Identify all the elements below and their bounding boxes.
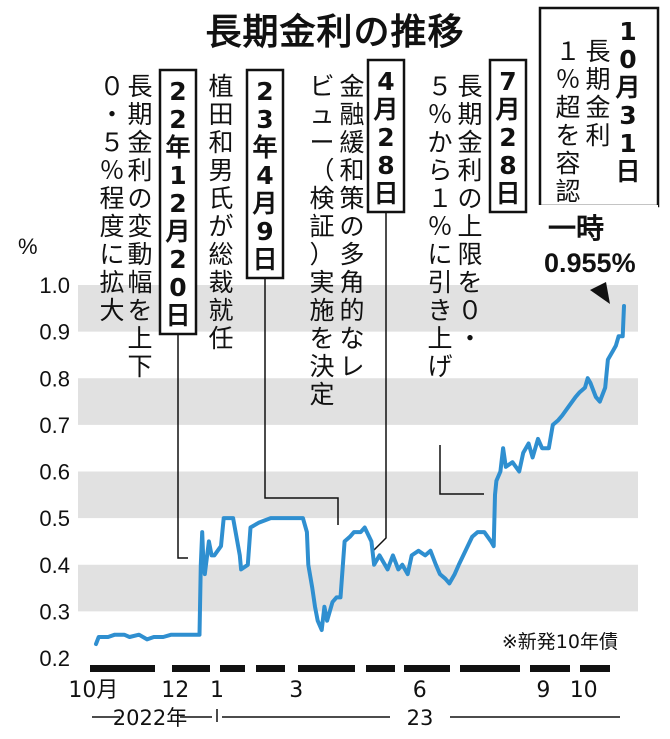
x-axis-segment xyxy=(366,665,395,672)
x-tick-label: 6 xyxy=(413,678,427,703)
annotation-text: 植田和男氏が総裁就任 xyxy=(208,72,233,353)
x-axis-segment xyxy=(530,665,570,672)
y-tick-labels: 0.2 0.3 0.4 0.5 0.6 0.7 0.8 0.9 1.0 xyxy=(39,273,70,671)
grid-band xyxy=(78,564,638,612)
source-note: ※新発10年債 xyxy=(502,631,618,653)
annotation-box xyxy=(538,6,660,208)
year-label-bg xyxy=(390,705,450,729)
leader-lines xyxy=(177,178,484,559)
x-tick-label: 12 xyxy=(161,678,189,703)
annotation-leader xyxy=(264,240,339,525)
x-tick-label: 9 xyxy=(536,678,550,703)
y-tick-label: 0.2 xyxy=(39,646,70,671)
annotation-box xyxy=(488,58,528,214)
grid-band xyxy=(78,471,638,519)
annotation-box xyxy=(158,68,198,336)
annotation-leader xyxy=(177,240,188,559)
y-tick-label: 0.4 xyxy=(39,553,70,578)
x-axis: 10月 12 1 3 6 9 10 2022年 23 xyxy=(68,665,620,730)
x-axis-segment xyxy=(172,665,210,672)
year-label-bg xyxy=(120,705,180,729)
x-axis-segment xyxy=(256,665,285,672)
annotation-text: 金融緩和策の多角的なレビュー（検証）実施を決定 xyxy=(309,72,364,409)
y-tick-label: 1.0 xyxy=(39,273,70,298)
x-tick-label: 10月 xyxy=(68,678,118,703)
annotation-leader xyxy=(371,178,387,553)
chart-title: 長期金利の推移 xyxy=(205,11,464,53)
peak-pointer xyxy=(590,282,610,304)
y-tick-label: 0.5 xyxy=(39,506,70,531)
y-tick-label: 0.3 xyxy=(39,599,70,624)
y-tick-label: 0.8 xyxy=(39,366,70,391)
peak-label-line2: 0.955% xyxy=(544,248,636,278)
annotation-text: 長期金利１％超を容認 xyxy=(555,37,610,206)
x-tick-label: 10 xyxy=(570,678,598,703)
y-tick-label: 0.9 xyxy=(39,320,70,345)
x-axis-segment xyxy=(220,665,245,672)
peak-label-line1: 一時 xyxy=(548,212,604,245)
x-tick-label: 1 xyxy=(210,678,224,703)
x-axis-segment xyxy=(580,665,610,672)
y-tick-label: 0.7 xyxy=(39,413,70,438)
year-label: 23 xyxy=(407,706,434,730)
x-axis-segment xyxy=(90,665,155,672)
series-line xyxy=(94,304,626,646)
x-axis-segment xyxy=(404,665,450,672)
y-axis-unit: % xyxy=(18,234,38,259)
annotation-box xyxy=(366,58,406,214)
x-tick-label: 3 xyxy=(289,678,303,703)
peak-callout: 一時 0.955% xyxy=(538,205,658,304)
year-label: 2022年 xyxy=(113,706,187,730)
x-axis-segment xyxy=(298,665,355,672)
annotation-leader xyxy=(439,445,484,495)
x-axis-segment xyxy=(460,665,520,672)
y-tick-label: 0.6 xyxy=(39,460,70,485)
annotation-box xyxy=(245,68,285,280)
annotation-text: 長期金利の変動幅を上下０・５％程度に拡大 xyxy=(99,72,152,381)
grid-band xyxy=(78,378,638,425)
annotation-text: 長期金利の上限を０・５％から１％に引き上げ xyxy=(427,72,482,381)
